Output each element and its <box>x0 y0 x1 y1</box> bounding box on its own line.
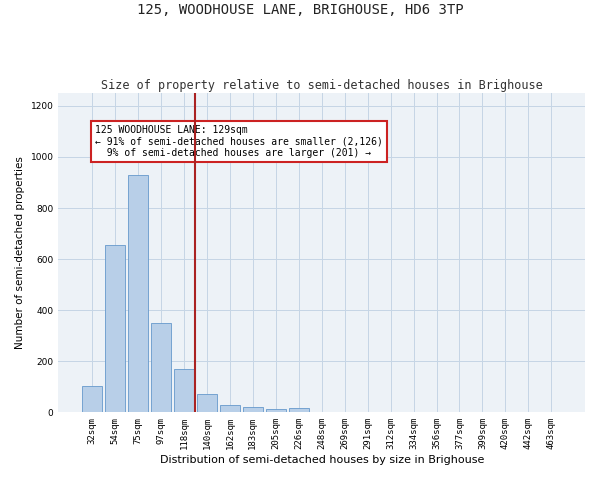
Bar <box>220 406 239 412</box>
Text: 125 WOODHOUSE LANE: 129sqm
← 91% of semi-detached houses are smaller (2,126)
  9: 125 WOODHOUSE LANE: 129sqm ← 91% of semi… <box>95 125 383 158</box>
Title: Size of property relative to semi-detached houses in Brighouse: Size of property relative to semi-detach… <box>101 79 542 92</box>
X-axis label: Distribution of semi-detached houses by size in Brighouse: Distribution of semi-detached houses by … <box>160 455 484 465</box>
Bar <box>106 245 125 412</box>
Bar <box>82 386 102 412</box>
Y-axis label: Number of semi-detached properties: Number of semi-detached properties <box>15 156 25 349</box>
Bar <box>128 175 148 412</box>
Bar <box>151 323 171 412</box>
Bar <box>243 407 263 412</box>
Bar <box>266 409 286 412</box>
Text: 125, WOODHOUSE LANE, BRIGHOUSE, HD6 3TP: 125, WOODHOUSE LANE, BRIGHOUSE, HD6 3TP <box>137 2 463 16</box>
Bar <box>289 408 308 412</box>
Bar <box>174 370 194 412</box>
Bar <box>197 394 217 412</box>
